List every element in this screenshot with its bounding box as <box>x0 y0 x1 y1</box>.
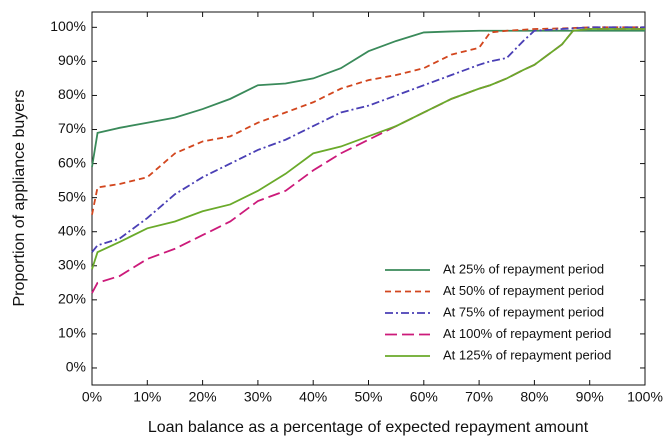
x-tick-label: 60% <box>410 389 438 405</box>
x-tick-label: 50% <box>354 389 382 405</box>
y-tick-label: 100% <box>50 18 86 34</box>
x-tick-label: 30% <box>244 389 272 405</box>
y-tick-label: 90% <box>58 52 86 68</box>
x-tick-label: 70% <box>465 389 493 405</box>
x-tick-label: 0% <box>82 389 102 405</box>
legend-text: At 100% of repayment period <box>443 326 611 341</box>
x-axis-label: Loan balance as a percentage of expected… <box>148 419 589 436</box>
y-tick-label: 50% <box>58 188 86 204</box>
series-line <box>91 26 645 253</box>
y-tick-label: 20% <box>58 291 86 307</box>
series-line <box>91 26 645 215</box>
series-line <box>91 29 645 168</box>
series-line <box>91 28 645 270</box>
y-tick-label: 0% <box>66 359 86 375</box>
y-tick-label: 10% <box>58 325 86 341</box>
legend-text: At 50% of repayment period <box>443 283 604 298</box>
y-tick-label: 80% <box>58 86 86 102</box>
x-tick-label: 100% <box>627 389 663 405</box>
x-tick-label: 80% <box>520 389 548 405</box>
y-tick-label: 70% <box>58 120 86 136</box>
y-tick-label: 30% <box>58 256 86 272</box>
y-axis-label: Proportion of appliance buyers <box>11 89 28 306</box>
legend-text: At 25% of repayment period <box>443 261 604 276</box>
x-tick-label: 10% <box>133 389 161 405</box>
legend-text: At 75% of repayment period <box>443 304 604 319</box>
series-line <box>91 28 645 294</box>
y-tick-label: 40% <box>58 222 86 238</box>
legend-text: At 125% of repayment period <box>443 347 611 362</box>
x-tick-label: 40% <box>299 389 327 405</box>
y-tick-label: 60% <box>58 154 86 170</box>
x-tick-label: 90% <box>576 389 604 405</box>
x-tick-label: 20% <box>189 389 217 405</box>
